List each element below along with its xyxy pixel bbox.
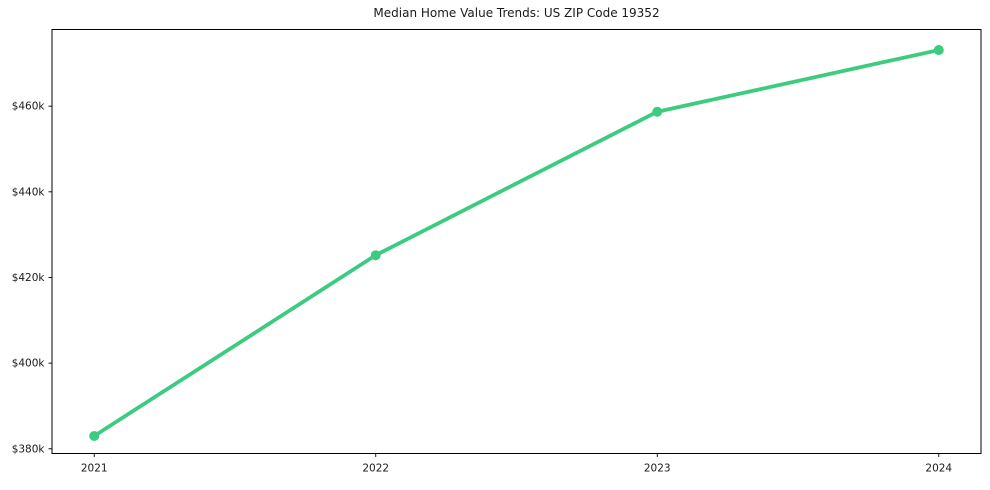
trend-line bbox=[92, 48, 941, 438]
chart-title: Median Home Value Trends: US ZIP Code 19… bbox=[373, 6, 660, 20]
y-tick-label: $460k bbox=[12, 101, 46, 113]
y-tick-label: $400k bbox=[12, 358, 46, 370]
x-tick-label: 2023 bbox=[644, 463, 671, 475]
plot-area bbox=[51, 29, 982, 454]
data-point-marker bbox=[933, 45, 944, 56]
x-tick-label: 2022 bbox=[362, 463, 389, 475]
x-tick-label: 2021 bbox=[81, 463, 108, 475]
data-point-marker bbox=[370, 250, 381, 261]
x-tick-label: 2024 bbox=[925, 463, 952, 475]
y-tick-label: $380k bbox=[12, 443, 46, 455]
y-tick-label: $420k bbox=[12, 272, 46, 284]
data-point-marker bbox=[652, 106, 663, 117]
y-tick-label: $440k bbox=[12, 186, 46, 198]
data-point-marker bbox=[89, 430, 100, 441]
